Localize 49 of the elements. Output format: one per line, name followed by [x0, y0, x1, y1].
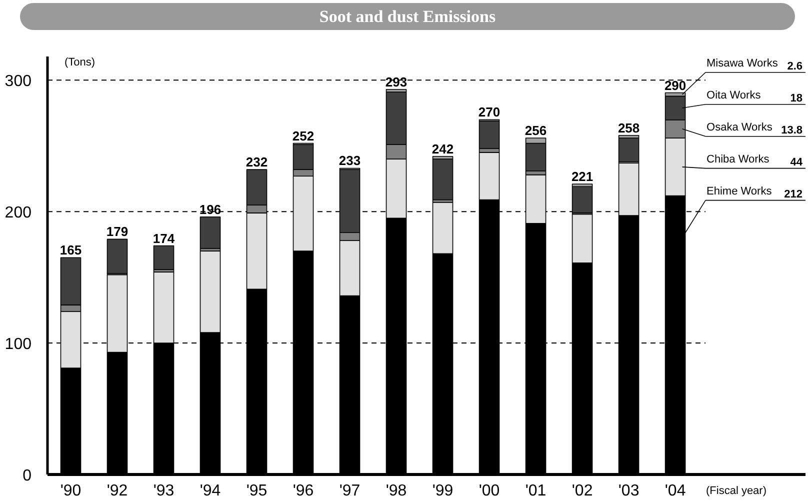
total-label: 196: [199, 202, 222, 217]
legend-label: Osaka Works: [706, 121, 773, 134]
x-tick-label: '93: [153, 482, 174, 500]
x-tick-label: '97: [339, 482, 360, 500]
y-tick-label: 100: [4, 336, 32, 354]
total-label: 258: [618, 120, 640, 136]
text: 13.8: [781, 124, 803, 136]
x-tick-label: '03: [618, 482, 640, 500]
text: 44: [790, 156, 804, 168]
chart-title: Soot and dust Emissions: [319, 6, 496, 28]
total-label: 270: [478, 104, 500, 120]
bar: [478, 120, 500, 149]
total-label: 293: [385, 74, 408, 90]
x-tick-label: '01: [525, 482, 546, 500]
x-tick-label: '95: [246, 482, 268, 500]
total-label: 252: [292, 128, 314, 144]
total-label: 221: [571, 169, 594, 184]
bar: [153, 245, 174, 270]
x-tick-label: '92: [106, 482, 128, 500]
text: 2.6: [787, 60, 803, 72]
total-label: 256: [524, 122, 547, 138]
x-tick-label: '00: [478, 482, 500, 500]
series-label: Oita Works: [706, 89, 762, 102]
x-tick-label: '02: [572, 482, 593, 500]
x-tick-label: '98: [386, 482, 407, 500]
x-tick-label: '99: [432, 482, 454, 500]
total-label: 179: [106, 224, 128, 240]
x-tick-label: '94: [200, 482, 221, 500]
text: 18: [790, 92, 803, 104]
series-label: Chiba Works: [706, 153, 770, 166]
y-axis-title: (Tons): [64, 56, 96, 68]
y-tick-label: 300: [4, 73, 32, 90]
x-tick-label: '04: [664, 482, 686, 500]
total-label: 165: [60, 242, 82, 258]
text: Misawa Works: [706, 57, 778, 70]
total-label: 290: [664, 78, 686, 93]
series-label: Ehime Works: [706, 185, 772, 198]
text: 212: [784, 188, 803, 200]
total-label: 242: [432, 141, 454, 156]
total-label: 233: [338, 153, 361, 168]
bar: [432, 158, 454, 200]
total-label: 232: [246, 154, 268, 170]
x-tick-label: '90: [60, 482, 82, 500]
x-tick-label: '96: [292, 482, 314, 500]
total-label: 174: [152, 230, 176, 246]
bar: [200, 216, 221, 249]
x-axis-title: (Fiscal year): [706, 484, 767, 498]
y-tick-label: 200: [4, 204, 32, 222]
y-tick-label: 0: [22, 468, 32, 484]
